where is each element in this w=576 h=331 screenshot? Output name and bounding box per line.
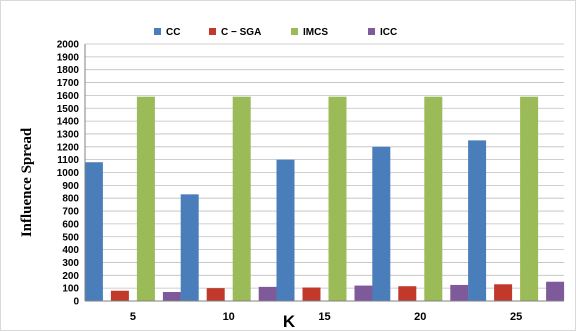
bar-imcs-k20 (424, 96, 443, 301)
y-tick-label: 1500 (57, 104, 80, 115)
y-tick-label: 400 (62, 245, 79, 256)
y-tick-label: 1300 (57, 129, 80, 140)
bar-icc-k10 (258, 286, 277, 301)
x-tick-label: 15 (318, 311, 330, 323)
y-tick-label: 1800 (57, 65, 80, 76)
legend-swatch (368, 28, 375, 35)
y-axis-title: Influence Spread (19, 127, 35, 237)
legend: CC C − SGA IMCS ICC (154, 27, 397, 38)
y-tick-label: 0 (73, 297, 79, 308)
y-tick-label: 100 (62, 284, 79, 295)
legend-label: CC (166, 27, 180, 38)
bar-c-sga-k5 (110, 290, 129, 301)
legend-swatch (209, 28, 216, 35)
y-tick-label: 1400 (57, 117, 80, 128)
bar-imcs-k15 (328, 96, 347, 301)
y-tick-label: 200 (62, 271, 79, 282)
y-tick-label: 1700 (57, 78, 80, 89)
bar-cc-k10 (180, 194, 199, 301)
legend-label: ICC (380, 27, 397, 38)
grid-lines (85, 43, 564, 302)
y-tick-label: 500 (62, 232, 79, 243)
x-axis-title: K (283, 312, 296, 330)
y-tick-label: 1900 (57, 52, 80, 63)
legend-swatch (154, 28, 161, 35)
y-tick-label: 300 (62, 258, 79, 269)
x-tick-label: 20 (414, 311, 426, 323)
y-tick-label: 1600 (57, 91, 80, 102)
bar-c-sga-k25 (494, 284, 513, 301)
y-tick-label: 1100 (57, 155, 79, 166)
y-tick-label: 800 (62, 194, 79, 205)
bar-icc-k20 (450, 284, 469, 301)
bar-icc-k5 (162, 292, 181, 301)
x-tick-label: 5 (130, 311, 136, 323)
bar-icc-k25 (546, 281, 565, 301)
y-tick-label: 700 (62, 207, 79, 218)
legend-swatch (291, 28, 298, 35)
y-tick-label: 600 (62, 219, 79, 230)
bar-cc-k25 (468, 140, 487, 301)
bar-c-sga-k10 (206, 288, 225, 301)
y-tick-label: 1000 (57, 168, 80, 179)
bar-imcs-k25 (520, 96, 539, 301)
x-tick-label: 25 (510, 311, 522, 323)
bar-c-sga-k15 (302, 287, 321, 301)
bar-cc-k20 (372, 146, 391, 301)
y-tick-label: 1200 (57, 142, 80, 153)
bar-c-sga-k20 (398, 286, 417, 301)
bar-cc-k5 (84, 162, 103, 301)
legend-label: C − SGA (221, 27, 261, 38)
bar-icc-k15 (354, 285, 373, 301)
x-axis-ticks: 5 10 15 20 25 (130, 311, 522, 323)
bar-cc-k15 (276, 159, 295, 301)
legend-label: IMCS (303, 27, 328, 38)
x-tick-label: 10 (223, 311, 235, 323)
bar-imcs-k5 (136, 96, 155, 301)
bar-series (84, 96, 565, 301)
y-tick-label: 900 (62, 181, 79, 192)
bar-imcs-k10 (232, 96, 251, 301)
y-tick-label: 2000 (57, 40, 80, 51)
